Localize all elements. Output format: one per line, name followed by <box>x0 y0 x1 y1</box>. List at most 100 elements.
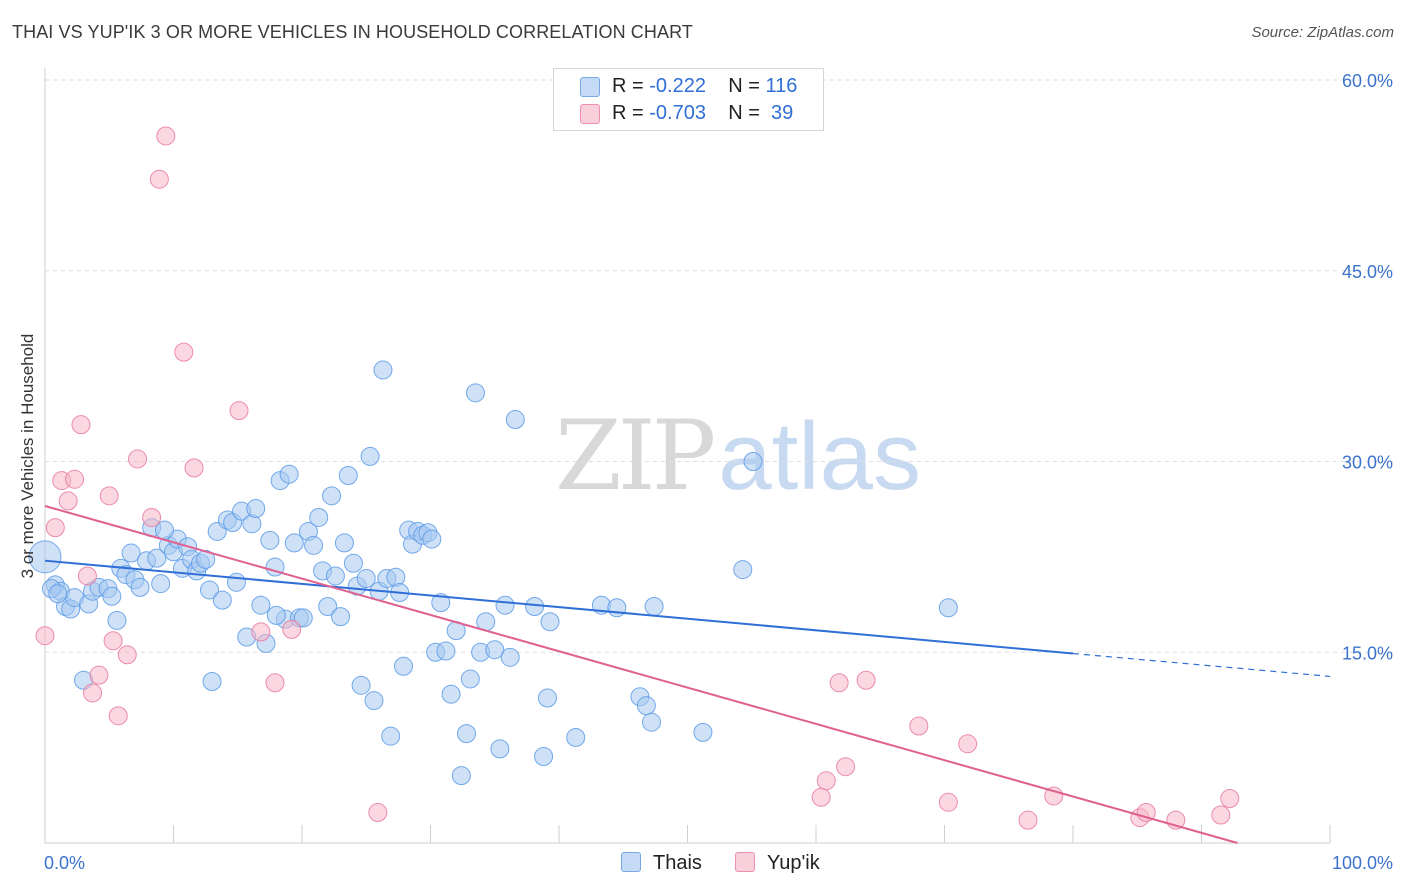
thais-point <box>48 584 68 604</box>
yupik-point <box>1018 810 1038 830</box>
y-tick-label: 30.0% <box>1342 453 1393 473</box>
yupik-point <box>184 458 204 478</box>
y-tick-label: 60.0% <box>1342 71 1393 91</box>
thais-point <box>334 533 354 553</box>
yupik-points <box>35 126 1240 830</box>
legend-swatch-thais <box>580 77 600 97</box>
thais-point <box>490 739 510 759</box>
bottom-legend-thais: Thais <box>621 852 702 875</box>
yupik-point <box>958 734 978 754</box>
thais-point <box>441 684 461 704</box>
thais-point <box>121 543 141 563</box>
y-axis-label: 3 or more Vehicles in Household <box>18 333 37 579</box>
yupik-point <box>45 518 65 538</box>
legend-swatch-yupik <box>580 104 600 124</box>
thais-point <box>325 566 345 586</box>
thais-point <box>251 595 271 615</box>
thais-point <box>151 574 171 594</box>
thais-point <box>644 596 664 616</box>
thais-point <box>338 465 358 485</box>
thais-point <box>356 568 376 588</box>
thais-point <box>309 507 329 527</box>
thais-point <box>381 726 401 746</box>
y-tick-label: 15.0% <box>1342 643 1393 663</box>
thais-point <box>279 464 299 484</box>
legend-r-value: -0.222 <box>649 75 706 97</box>
thais-point <box>107 610 127 630</box>
yupik-point <box>83 683 103 703</box>
thais-point <box>642 712 662 732</box>
x-tick-label-min: 0.0% <box>44 853 85 873</box>
thais-point <box>540 612 560 632</box>
thais-point <box>436 641 456 661</box>
thais-point <box>28 540 62 574</box>
thais-point <box>495 595 515 615</box>
yupik-point <box>117 645 137 665</box>
thais-point <box>451 766 471 786</box>
axes <box>44 68 1331 844</box>
bottom-legend-label-yupik: Yup'ik <box>767 852 820 874</box>
thais-point <box>465 383 485 403</box>
thais-point <box>505 410 525 430</box>
thais-point <box>212 590 232 610</box>
thais-point <box>938 598 958 618</box>
y-tick-label: 45.0% <box>1342 262 1393 282</box>
yupik-point <box>103 631 123 651</box>
trend-lines <box>44 505 1331 844</box>
x-tick-label-max: 100.0% <box>1332 853 1393 873</box>
thais-point <box>293 608 313 628</box>
yupik-point <box>811 787 831 807</box>
legend-n-label: N = <box>728 102 766 124</box>
thais-point <box>284 533 304 553</box>
thais-point <box>343 553 363 573</box>
thais-point <box>199 580 219 600</box>
thais-point <box>147 548 167 568</box>
yupik-point <box>229 401 249 421</box>
thais-point <box>607 598 627 618</box>
legend-r-label: R = <box>612 75 650 97</box>
yupik-point <box>156 126 176 146</box>
yupik-point <box>282 619 302 639</box>
yupik-point <box>149 169 169 189</box>
thais-point <box>102 586 122 606</box>
yupik-point <box>71 415 91 435</box>
thais-point <box>485 640 505 660</box>
legend-n-label: N = <box>728 75 766 97</box>
thais-point <box>322 486 342 506</box>
yupik-point <box>89 665 109 685</box>
yupik-point <box>816 771 836 791</box>
bottom-legend-label-thais: Thais <box>653 852 702 874</box>
yupik-point <box>99 486 119 506</box>
thais-point <box>360 446 380 466</box>
thais-trend-line <box>44 559 1074 655</box>
yupik-point <box>368 802 388 822</box>
thais-point <box>351 675 371 695</box>
correlation-legend: R = -0.222 N = 116 R = -0.703 N = 39 <box>553 68 824 131</box>
bottom-legend-yupik: Yup'ik <box>735 852 820 875</box>
thais-point <box>460 669 480 689</box>
yupik-point <box>856 670 876 690</box>
bottom-legend-swatch-yupik <box>735 852 755 872</box>
yupik-point <box>829 673 849 693</box>
thais-point <box>422 529 442 549</box>
thais-point <box>743 452 763 471</box>
yupik-point <box>1211 805 1231 825</box>
thais-point <box>331 607 351 627</box>
chart-title: THAI VS YUP'IK 3 OR MORE VEHICLES IN HOU… <box>12 22 693 42</box>
yupik-trend-line <box>44 505 1238 844</box>
yupik-point <box>128 449 148 469</box>
bottom-legend-swatch-thais <box>621 852 641 872</box>
thais-point <box>636 696 656 716</box>
legend-n-value: 116 <box>765 75 798 97</box>
yupik-point <box>265 673 285 693</box>
thais-point <box>534 747 554 767</box>
source-credit: Source: ZipAtlas.com <box>1251 24 1394 41</box>
thais-point <box>304 535 324 555</box>
thais-point <box>130 577 150 597</box>
thais-point <box>431 593 451 613</box>
yupik-point <box>836 757 856 777</box>
thais-point <box>260 530 280 550</box>
tick-labels: 15.0% 30.0% 45.0% 60.0% 0.0% 100.0% <box>44 71 1393 873</box>
thais-point <box>246 499 266 519</box>
